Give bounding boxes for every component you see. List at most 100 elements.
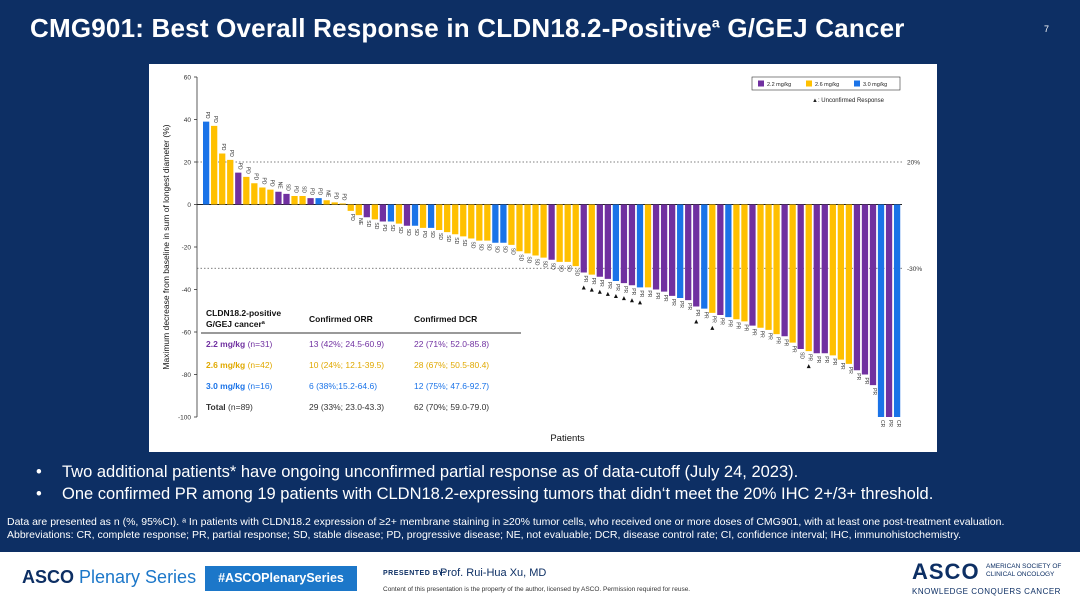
- bar-label: SD: [526, 256, 532, 263]
- bar-label: PR: [598, 280, 604, 287]
- bar: [741, 204, 748, 322]
- unconfirmed-marker: [589, 287, 594, 292]
- bar: [628, 204, 636, 286]
- bar: [387, 204, 395, 222]
- bar-label: PR: [775, 337, 781, 344]
- bar: [251, 183, 258, 205]
- legend-label: 2.2 mg/kg: [767, 82, 791, 88]
- bar-label: PR: [855, 373, 861, 380]
- bar: [444, 204, 451, 233]
- table-dose-cell: Total (n=89): [206, 402, 253, 412]
- reference-label: 20%: [907, 160, 920, 167]
- bar-label: PR: [823, 356, 829, 363]
- bar: [508, 204, 515, 245]
- bar: [452, 204, 459, 235]
- presenter-name: Prof. Rui-Hua Xu, MD: [440, 567, 547, 579]
- reference-label: -30%: [907, 266, 922, 273]
- bar-label: PR: [638, 290, 644, 297]
- bar: [460, 204, 467, 237]
- bar: [500, 204, 507, 243]
- bar-label: SD: [301, 186, 307, 193]
- bar: [411, 204, 419, 226]
- bar: [307, 198, 314, 205]
- bar-label: SD: [550, 263, 556, 270]
- y-tick-label: 40: [184, 117, 192, 124]
- bar-label: PD: [317, 188, 323, 195]
- bar: [484, 204, 491, 241]
- bar: [235, 172, 242, 205]
- bar: [837, 204, 844, 360]
- bar-label: SD: [405, 229, 411, 236]
- bar-label: PR: [839, 363, 845, 370]
- bar: [853, 204, 861, 371]
- bar-label: PD: [236, 163, 242, 170]
- bar-label: PD: [228, 150, 234, 157]
- bar: [403, 204, 411, 226]
- bar: [395, 204, 403, 224]
- bar-label: PR: [606, 282, 612, 289]
- bar: [572, 204, 579, 267]
- bar-label: PD: [421, 231, 427, 238]
- legend-label: 2.6 mg/kg: [815, 82, 839, 88]
- bar: [532, 204, 539, 256]
- chart-panel: 60 40 20 0 -20 -40 -60 -80 -100 20% -30% PD PD PD PD PD…: [149, 64, 937, 452]
- bar: [821, 204, 828, 354]
- bar: [797, 204, 804, 349]
- y-tick-label: -60: [182, 330, 192, 337]
- bar-label: PR: [590, 278, 596, 285]
- bar: [427, 204, 435, 228]
- table-orr-cell: 13 (42%; 24.5-60.9): [309, 339, 384, 349]
- bar-label: PR: [726, 320, 732, 327]
- table-dcr-cell: 12 (75%; 47.6-92.7): [414, 381, 489, 391]
- table-orr-cell: 6 (38%;15.2-64.6): [309, 381, 377, 391]
- bar: [516, 204, 523, 252]
- bar: [885, 204, 893, 417]
- footer: ASCO Plenary Series #ASCOPlenarySeries P…: [0, 552, 1080, 606]
- bar: [355, 204, 362, 216]
- asco-logo: ASCO AMERICAN SOCIETY OF CLINICAL ONCOLO…: [912, 559, 1061, 596]
- bar: [243, 176, 250, 205]
- bar-label: SD: [429, 231, 435, 238]
- bar: [436, 204, 443, 230]
- bar-label: SD: [373, 222, 379, 229]
- bar: [701, 204, 708, 309]
- bar: [419, 204, 427, 228]
- bar: [636, 204, 644, 288]
- bar-label: SD: [461, 239, 467, 246]
- bar-label: PR: [767, 333, 773, 340]
- legend-swatch: [758, 80, 764, 87]
- bar-label: PD: [349, 214, 355, 221]
- y-tick-label: 20: [184, 160, 192, 167]
- bar-label: SD: [284, 184, 290, 191]
- table-header-group: CLDN18.2-positive: [206, 308, 281, 318]
- bar: [620, 204, 628, 284]
- bar-label: PR: [622, 286, 628, 293]
- bar: [861, 204, 869, 375]
- bar-label: PR: [750, 329, 756, 336]
- bar-label: PD: [244, 167, 250, 174]
- bar-label: PR: [887, 420, 893, 427]
- bar-label: PR: [678, 301, 684, 308]
- bar: [877, 204, 885, 417]
- bar: [363, 204, 370, 218]
- bar-label: NE: [325, 190, 331, 198]
- bar-label: PR: [831, 358, 837, 365]
- bar: [725, 204, 732, 318]
- table-dcr-cell: 22 (71%; 52.0-85.8): [414, 339, 489, 349]
- bar-label: NE: [357, 218, 363, 226]
- bar-label: PR: [670, 299, 676, 306]
- y-tick-label: -100: [178, 415, 191, 422]
- bullet-item: • One confirmed PR among 19 patients with…: [36, 485, 934, 503]
- legend-swatch: [854, 80, 860, 87]
- bar-label: PD: [212, 116, 218, 123]
- bar: [749, 204, 756, 326]
- unconfirmed-marker: [581, 285, 586, 290]
- bar: [660, 204, 668, 292]
- bar-label: PD: [268, 180, 274, 187]
- bar-label: SD: [501, 246, 507, 253]
- bar: [283, 193, 290, 205]
- bar-label: PR: [871, 388, 877, 395]
- y-tick-label: 60: [184, 75, 192, 82]
- unconfirmed-marker: [806, 364, 811, 369]
- bar-label: PR: [847, 367, 853, 374]
